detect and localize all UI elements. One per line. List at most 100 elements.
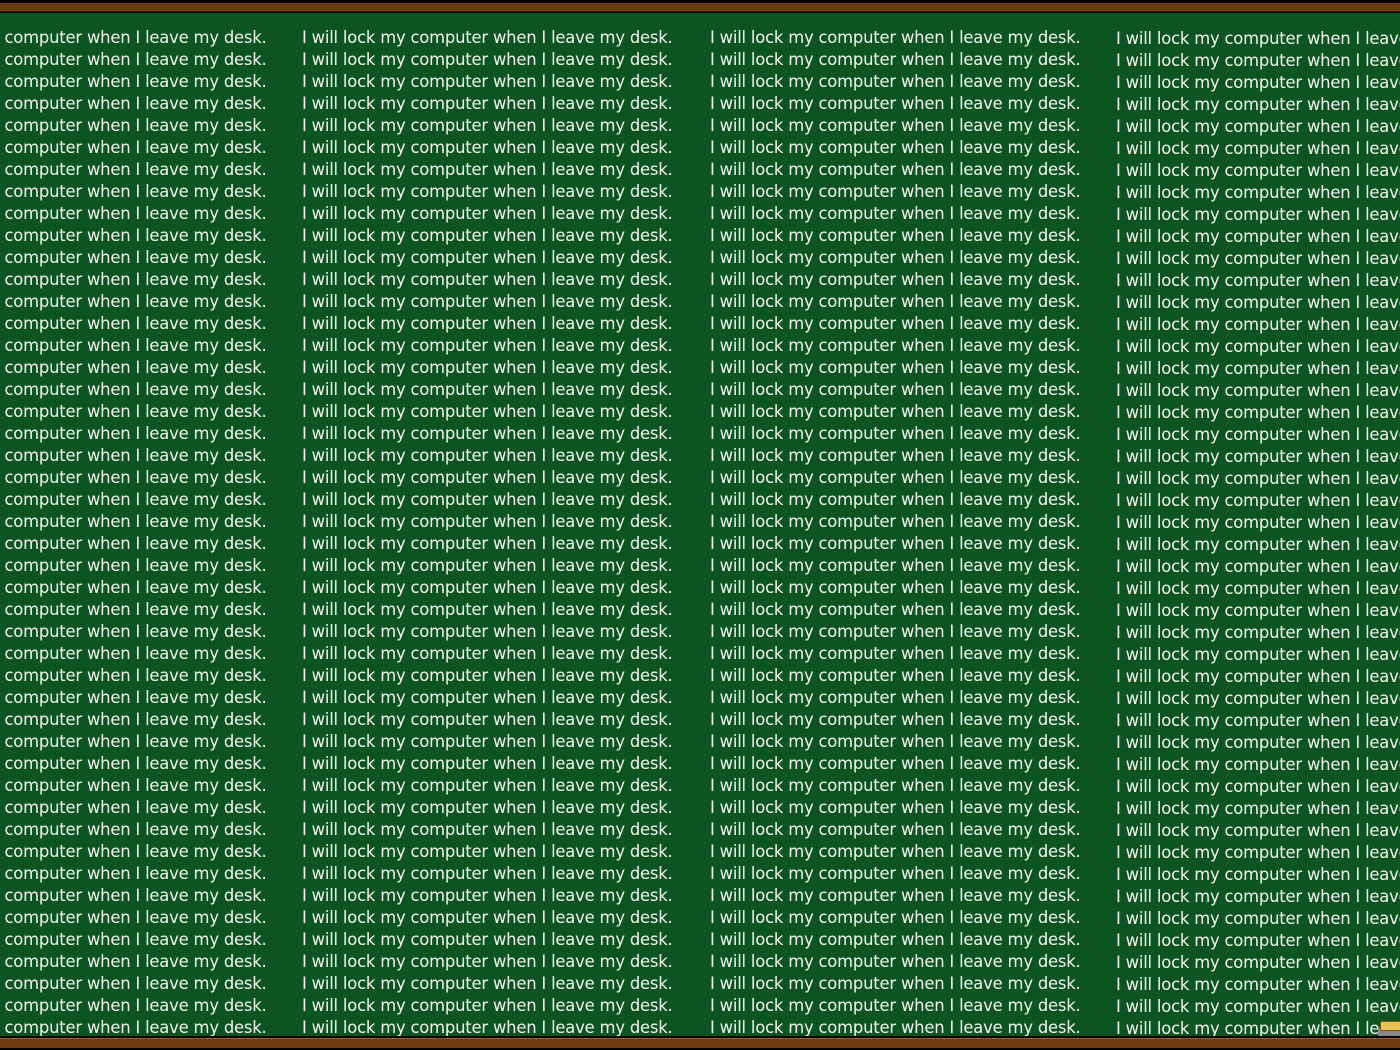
chalk-line: I will lock my computer when I leave my … — [710, 996, 1081, 1015]
chalk-line: I will lock my computer when I leave my … — [1116, 271, 1400, 290]
chalk-line: I will lock my computer when I leave my … — [0, 248, 267, 267]
chalk-line: I will lock my computer when I leave my … — [1116, 777, 1400, 796]
chalk-line: I will lock my computer when I leave my … — [0, 1018, 267, 1036]
chalk-line: I will lock my computer when I leave my … — [302, 842, 673, 861]
chalk-line: I will lock my computer when I leave my … — [710, 908, 1081, 927]
chalk-line: I will lock my computer when I leave my … — [0, 886, 267, 905]
chalk-line: I will lock my computer when I leave my … — [710, 72, 1081, 91]
chalk-line: I will lock my computer when I leave my … — [1116, 557, 1400, 576]
chalk-line: I will lock my computer when I leave my … — [302, 160, 673, 179]
chalk-line: I will lock my computer when I leave my … — [302, 908, 673, 927]
chalk-line: I will lock my computer when I leave my … — [1116, 799, 1400, 818]
chalk-line: I will lock my computer when I leave my … — [1116, 183, 1400, 202]
chalk-line: I will lock my computer when I leave my … — [710, 28, 1081, 47]
chalk-line: I will lock my computer when I leave my … — [710, 974, 1081, 993]
chalk-line: I will lock my computer when I leave my … — [710, 292, 1081, 311]
chalk-line: I will lock my computer when I leave my … — [1116, 73, 1400, 92]
chalk-line: I will lock my computer when I leave my … — [1116, 161, 1400, 180]
chalk-line: I will lock my computer when I leave my … — [302, 952, 673, 971]
chalk-line: I will lock my computer when I leave my … — [0, 402, 267, 421]
chalk-line: I will lock my computer when I leave my … — [1116, 579, 1400, 598]
chalk-line: I will lock my computer when I leave my … — [302, 578, 673, 597]
chalk-line: I will lock my computer when I leave my … — [710, 864, 1081, 883]
chalk-line: I will lock my computer when I leave my … — [0, 50, 267, 69]
chalk-line: I will lock my computer when I leave my … — [710, 600, 1081, 619]
chalk-line: I will lock my computer when I leave my … — [0, 710, 267, 729]
chalk-line: I will lock my computer when I leave my … — [1116, 733, 1400, 752]
chalk-line: I will lock my computer when I leave my … — [710, 468, 1081, 487]
chalk-line: I will lock my computer when I leave my … — [1116, 755, 1400, 774]
chalk-line: I will lock my computer when I leave my … — [1116, 117, 1400, 136]
chalk-line: I will lock my computer when I leave my … — [710, 820, 1081, 839]
chalk-line: I will lock my computer when I leave my … — [710, 336, 1081, 355]
chalk-line: I will lock my computer when I leave my … — [1116, 1019, 1400, 1036]
chalk-line: I will lock my computer when I leave my … — [1116, 909, 1400, 928]
chalk-line: I will lock my computer when I leave my … — [0, 116, 267, 135]
chalk-line: I will lock my computer when I leave my … — [302, 358, 673, 377]
chalk-line: I will lock my computer when I leave my … — [1116, 821, 1400, 840]
chalk-line: I will lock my computer when I leave my … — [710, 402, 1081, 421]
chalk-line: I will lock my computer when I leave my … — [0, 578, 267, 597]
chalk-line: I will lock my computer when I leave my … — [710, 556, 1081, 575]
chalk-line: I will lock my computer when I leave my … — [1116, 623, 1400, 642]
chalk-line: I will lock my computer when I leave my … — [0, 490, 267, 509]
chalk-line: I will lock my computer when I leave my … — [710, 622, 1081, 641]
chalk-line: I will lock my computer when I leave my … — [0, 28, 267, 47]
chalk-line: I will lock my computer when I leave my … — [710, 754, 1081, 773]
chalk-line: I will lock my computer when I leave my … — [0, 798, 267, 817]
chalk-line: I will lock my computer when I leave my … — [302, 270, 673, 289]
chalk-line: I will lock my computer when I leave my … — [710, 358, 1081, 377]
chalk-line: I will lock my computer when I leave my … — [0, 226, 267, 245]
chalk-line: I will lock my computer when I leave my … — [1116, 337, 1400, 356]
chalk-line: I will lock my computer when I leave my … — [710, 798, 1081, 817]
chalk-line: I will lock my computer when I leave my … — [0, 996, 267, 1015]
chalk-line: I will lock my computer when I leave my … — [710, 952, 1081, 971]
chalk-line: I will lock my computer when I leave my … — [302, 50, 673, 69]
chalk-line: I will lock my computer when I leave my … — [710, 116, 1081, 135]
chalk-line: I will lock my computer when I leave my … — [710, 50, 1081, 69]
chalk-line: I will lock my computer when I leave my … — [302, 116, 673, 135]
eraser-icon — [1378, 1021, 1400, 1037]
chalk-line: I will lock my computer when I leave my … — [0, 776, 267, 795]
wood-trim — [0, 3, 1400, 12]
chalk-line: I will lock my computer when I leave my … — [0, 336, 267, 355]
chalk-line: I will lock my computer when I leave my … — [1116, 29, 1400, 48]
chalk-line: I will lock my computer when I leave my … — [710, 424, 1081, 443]
chalk-line: I will lock my computer when I leave my … — [302, 512, 673, 531]
chalk-line: I will lock my computer when I leave my … — [0, 908, 267, 927]
chalk-line: I will lock my computer when I leave my … — [302, 424, 673, 443]
chalk-line: I will lock my computer when I leave my … — [710, 930, 1081, 949]
chalk-line: I will lock my computer when I leave my … — [710, 182, 1081, 201]
chalk-line: I will lock my computer when I leave my … — [0, 160, 267, 179]
chalk-line: I will lock my computer when I leave my … — [1116, 865, 1400, 884]
chalk-line: I will lock my computer when I leave my … — [302, 688, 673, 707]
chalk-line: I will lock my computer when I leave my … — [0, 952, 267, 971]
chalk-line: I will lock my computer when I leave my … — [0, 204, 267, 223]
chalk-tray — [0, 1036, 1400, 1050]
chalk-line: I will lock my computer when I leave my … — [302, 182, 673, 201]
chalk-line: I will lock my computer when I leave my … — [710, 490, 1081, 509]
chalk-line: I will lock my computer when I leave my … — [710, 248, 1081, 267]
chalk-line: I will lock my computer when I leave my … — [0, 644, 267, 663]
chalk-line: I will lock my computer when I leave my … — [0, 270, 267, 289]
chalk-line: I will lock my computer when I leave my … — [302, 72, 673, 91]
chalk-line: I will lock my computer when I leave my … — [302, 94, 673, 113]
chalk-line: I will lock my computer when I leave my … — [710, 644, 1081, 663]
chalk-line: I will lock my computer when I leave my … — [0, 94, 267, 113]
chalk-line: I will lock my computer when I leave my … — [1116, 843, 1400, 862]
chalk-line: I will lock my computer when I leave my … — [710, 138, 1081, 157]
chalk-line: I will lock my computer when I leave my … — [710, 534, 1081, 553]
chalk-line: I will lock my computer when I leave my … — [1116, 469, 1400, 488]
chalk-line: I will lock my computer when I leave my … — [302, 380, 673, 399]
chalk-line: I will lock my computer when I leave my … — [0, 864, 267, 883]
chalk-line: I will lock my computer when I leave my … — [710, 204, 1081, 223]
chalk-line: I will lock my computer when I leave my … — [302, 292, 673, 311]
chalk-line: I will lock my computer when I leave my … — [1116, 645, 1400, 664]
chalk-line: I will lock my computer when I leave my … — [0, 446, 267, 465]
chalk-line: I will lock my computer when I leave my … — [302, 468, 673, 487]
chalk-line: I will lock my computer when I leave my … — [302, 28, 673, 47]
chalk-line: I will lock my computer when I leave my … — [0, 930, 267, 949]
chalk-line: I will lock my computer when I leave my … — [1116, 139, 1400, 158]
chalkboard-frame-top — [0, 0, 1400, 13]
chalk-line: I will lock my computer when I leave my … — [710, 732, 1081, 751]
